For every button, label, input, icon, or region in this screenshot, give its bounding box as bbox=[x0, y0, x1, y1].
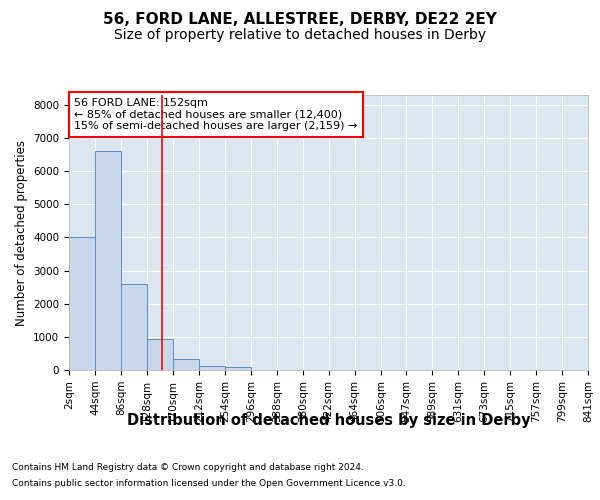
Bar bbox=[147, 338, 173, 370]
Bar bbox=[95, 152, 121, 370]
Bar bbox=[173, 359, 199, 370]
Bar bbox=[121, 284, 147, 370]
Bar bbox=[225, 366, 251, 370]
Text: 56 FORD LANE: 152sqm
← 85% of detached houses are smaller (12,400)
15% of semi-d: 56 FORD LANE: 152sqm ← 85% of detached h… bbox=[74, 98, 358, 131]
Text: Size of property relative to detached houses in Derby: Size of property relative to detached ho… bbox=[114, 28, 486, 42]
Bar bbox=[199, 366, 225, 370]
Text: 56, FORD LANE, ALLESTREE, DERBY, DE22 2EY: 56, FORD LANE, ALLESTREE, DERBY, DE22 2E… bbox=[103, 12, 497, 28]
Text: Distribution of detached houses by size in Derby: Distribution of detached houses by size … bbox=[127, 412, 530, 428]
Bar bbox=[69, 238, 95, 370]
Text: Contains HM Land Registry data © Crown copyright and database right 2024.: Contains HM Land Registry data © Crown c… bbox=[12, 464, 364, 472]
Y-axis label: Number of detached properties: Number of detached properties bbox=[14, 140, 28, 326]
Text: Contains public sector information licensed under the Open Government Licence v3: Contains public sector information licen… bbox=[12, 478, 406, 488]
